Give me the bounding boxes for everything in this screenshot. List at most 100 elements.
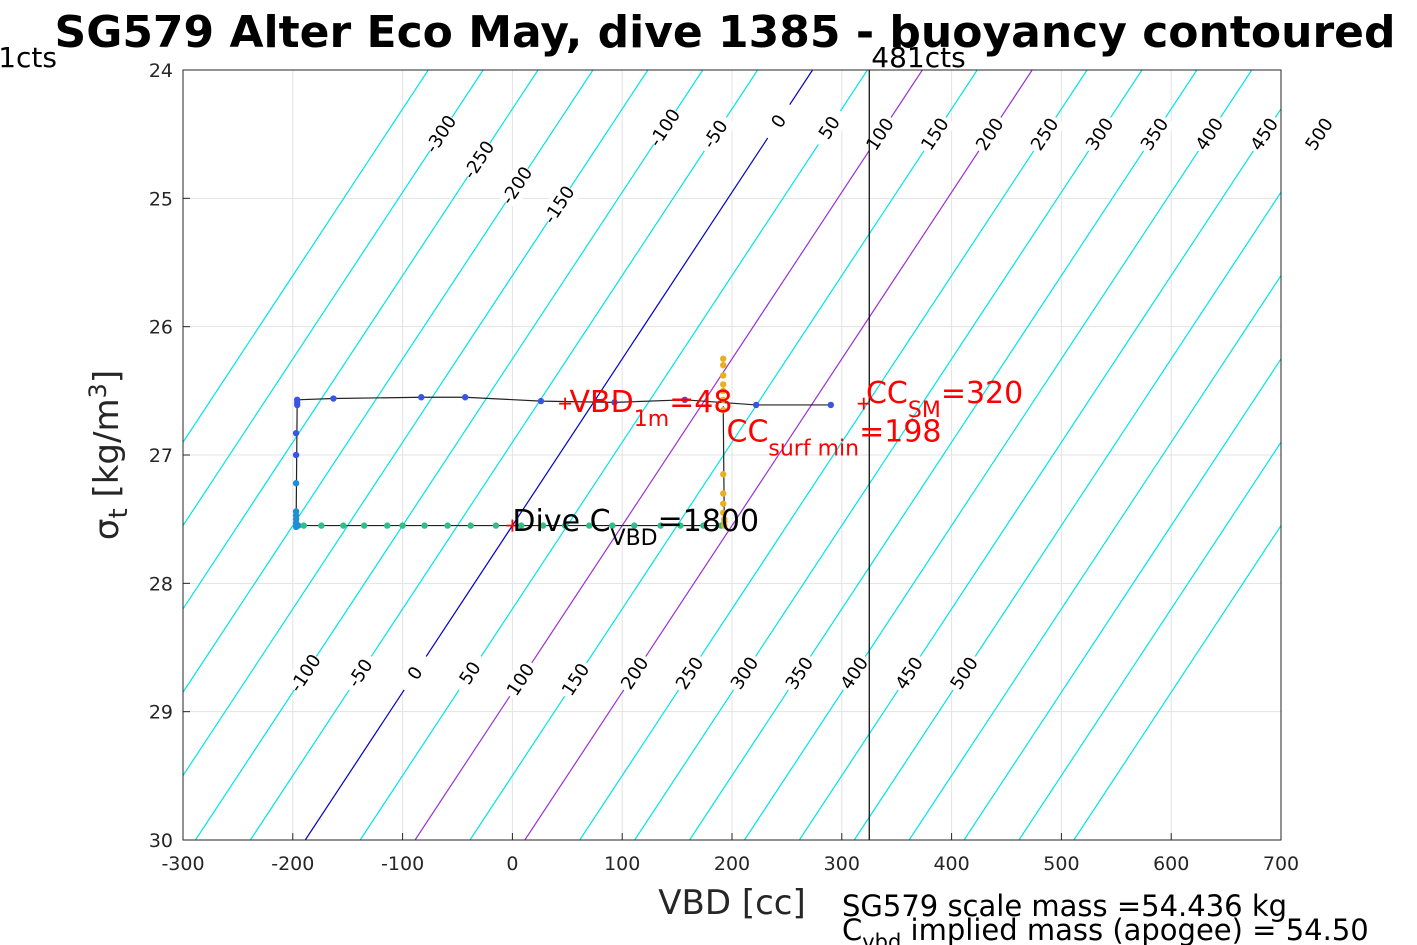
data-point (752, 401, 760, 409)
contour-line (963, 357, 1281, 840)
contour-lines (183, 70, 1281, 840)
contour-label-bg (968, 110, 1011, 158)
data-point (700, 522, 707, 529)
count-label: 1cts (0, 41, 57, 74)
contour-line (908, 274, 1281, 840)
data-point (537, 397, 545, 405)
x-tick-label: 500 (1043, 853, 1079, 875)
contour-line (743, 70, 1253, 840)
data-point (720, 406, 727, 414)
contour-label-bg (613, 649, 656, 697)
count-label: 481cts (871, 41, 965, 74)
count-lines: 481cts 1cts (0, 41, 966, 840)
data-point (720, 490, 727, 497)
contour-label-bg (778, 649, 821, 697)
y-tick-label: 28 (149, 573, 173, 595)
contour-label-bg (833, 649, 876, 697)
x-tick-label: 300 (824, 853, 860, 875)
axis-ticks: -300 -200 -100 0 100 200 300 400 500 600 700 24 25 26… (149, 60, 1299, 875)
annotation-main: CC (866, 376, 908, 411)
data-point (720, 361, 727, 369)
data-point (418, 394, 425, 401)
contour-label-bg (913, 110, 956, 158)
y-axis-label-unit-post: ] (87, 370, 127, 383)
contour-line (1073, 524, 1281, 840)
annotation-main: Dive C (512, 504, 610, 539)
data-point (609, 522, 616, 529)
contour-line (194, 70, 704, 840)
data-point (720, 387, 727, 395)
data-point (467, 522, 474, 529)
annotation-value: =198 (859, 414, 941, 449)
contour-label-bg (1243, 110, 1286, 158)
annotation-sub: surf min (768, 436, 859, 461)
data-point (461, 394, 469, 401)
contour-line (183, 70, 484, 527)
x-tick-label: 400 (933, 853, 969, 875)
implied-mass-sub: vbd (862, 930, 901, 945)
x-tick-label: 600 (1153, 853, 1189, 875)
data-point (631, 522, 638, 529)
data-point (292, 429, 300, 437)
annotation-sub: 1m (634, 407, 669, 432)
data-point (517, 522, 525, 529)
chart-title: SG579 Alter Eco May, dive 1385 - buoyanc… (55, 7, 1396, 58)
contour-line (579, 70, 1088, 840)
implied-mass-text: Cvbd implied mass (apogee) = 54.50 (842, 913, 1369, 945)
contour-label-bg (1298, 110, 1341, 158)
annotation-main: VBD (569, 385, 633, 420)
data-point (360, 522, 368, 529)
data-point (720, 355, 727, 362)
data-point (444, 522, 451, 529)
data-point (295, 522, 302, 529)
contour-label-bg (643, 104, 686, 152)
annotation-divec: Dive CVBD=1800 (512, 504, 759, 551)
contour-label-bg (419, 110, 462, 158)
contour-label-bg (723, 649, 766, 697)
data-point (399, 522, 406, 529)
contour-label-bg (694, 110, 737, 158)
data-point (492, 522, 500, 529)
contour-line (1018, 441, 1281, 840)
y-tick-label: 25 (149, 188, 173, 210)
data-points (292, 355, 835, 531)
x-tick-label: -100 (381, 853, 424, 875)
data-point (681, 396, 688, 404)
data-point (340, 522, 347, 529)
trace-line (295, 396, 831, 528)
annotation-main: CC (727, 414, 769, 449)
x-tick-label: -300 (161, 853, 204, 875)
data-point (721, 522, 728, 529)
x-tick-label: 0 (506, 853, 518, 875)
data-point (720, 500, 727, 507)
scale-mass-text: SG579 scale mass =54.436 kg (842, 889, 1287, 923)
y-tick-label: 29 (149, 702, 173, 724)
contour-line (689, 70, 1198, 840)
data-point (561, 522, 569, 529)
annotation-ccsurf: CCsurf min=198 (727, 414, 942, 461)
y-axis-label-main: σ (87, 519, 127, 541)
contour-line (853, 191, 1281, 840)
data-point (677, 522, 684, 529)
red-markers (506, 397, 870, 532)
annotation-sub: VBD (611, 526, 658, 551)
data-point (300, 522, 307, 529)
contour-label-bg (394, 649, 437, 697)
implied-mass-main: C (842, 913, 862, 945)
data-point (720, 396, 727, 404)
data-point (720, 471, 727, 478)
contour-label-bg (554, 656, 597, 703)
contour-label-bg (339, 649, 382, 697)
data-point (720, 372, 727, 379)
contour-label-bg (888, 649, 931, 697)
y-axis-label: σt [kg/m3] (84, 370, 134, 540)
y-axis-label-unit-sup: 3 (84, 383, 112, 398)
implied-mass-post: implied mass (apogee) = 54.50 (901, 913, 1368, 945)
contour-label-bg (1133, 110, 1176, 158)
contour-line (359, 70, 868, 840)
data-point (293, 401, 301, 409)
data-point (827, 401, 835, 409)
contour-label-bg (757, 98, 800, 145)
